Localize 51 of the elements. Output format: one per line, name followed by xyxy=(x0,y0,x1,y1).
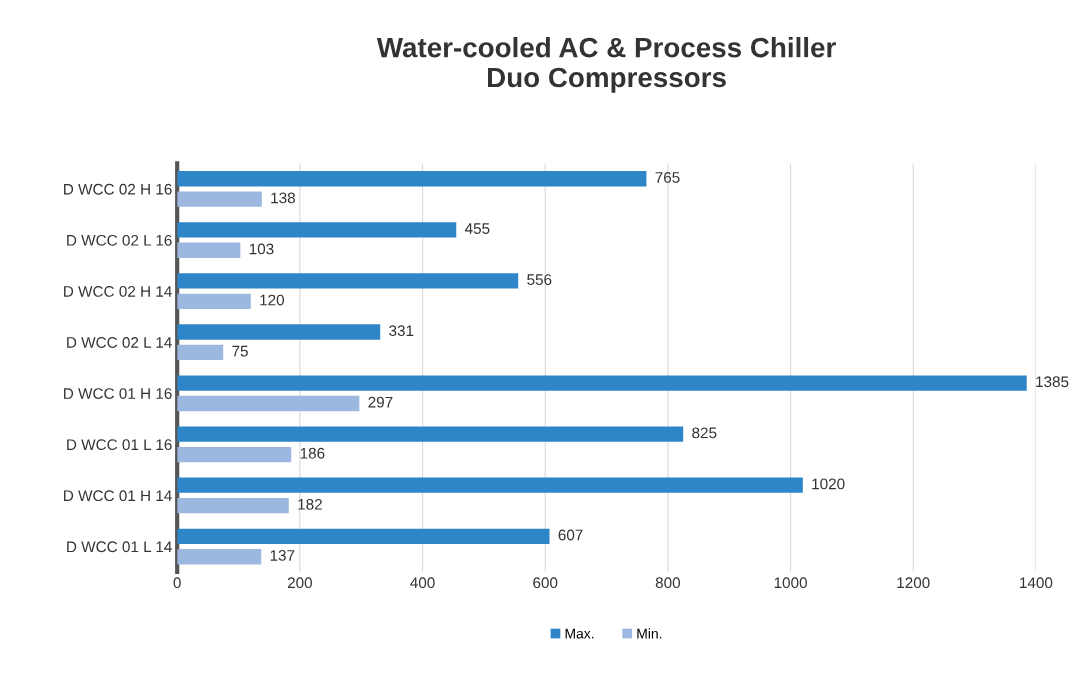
bar xyxy=(177,528,550,544)
x-tick-label: 1200 xyxy=(897,577,930,589)
bar xyxy=(177,497,289,514)
bar xyxy=(177,324,381,340)
bar xyxy=(177,222,457,238)
data-label: 297 xyxy=(368,396,393,408)
chart-title: Water-cooled AC & Process Chiller Duo Compressors xyxy=(376,37,836,93)
x-tick-label: 200 xyxy=(287,577,313,589)
legend-label: Min. xyxy=(637,628,662,639)
y-tick-label: D WCC 01 L 14 xyxy=(67,541,172,553)
y-tick-label: D WCC 02 L 16 xyxy=(67,234,172,246)
data-label: 455 xyxy=(464,223,490,234)
bar xyxy=(177,446,292,463)
y-tick-label: D WCC 02 H 16 xyxy=(64,183,172,195)
data-label: 120 xyxy=(260,294,285,306)
bar xyxy=(177,549,262,565)
x-tick-label: 800 xyxy=(655,577,681,589)
data-label: 182 xyxy=(298,498,322,510)
bar xyxy=(177,426,684,442)
legend-label: Max. xyxy=(565,628,594,639)
y-tick-label: D WCC 01 H 14 xyxy=(64,490,172,502)
bar xyxy=(177,293,251,309)
data-label: 1385 xyxy=(1036,376,1069,388)
data-label: 556 xyxy=(527,274,552,286)
x-tick-label: 400 xyxy=(410,577,435,589)
x-tick-label: 600 xyxy=(533,577,558,589)
bar xyxy=(177,344,224,361)
x-tick-label: 1400 xyxy=(1020,577,1053,589)
bar xyxy=(177,242,241,258)
data-label: 138 xyxy=(271,192,295,204)
data-label: 1020 xyxy=(812,478,845,490)
y-tick-label: D WCC 01 H 16 xyxy=(64,388,172,399)
x-tick-label: 0 xyxy=(173,577,181,589)
bar xyxy=(177,191,262,207)
data-label: 75 xyxy=(232,345,248,357)
y-tick-label: D WCC 01 L 16 xyxy=(67,439,172,451)
bar xyxy=(177,375,1027,391)
data-label: 607 xyxy=(558,529,583,541)
data-label: 331 xyxy=(389,325,414,337)
y-tick-label: D WCC 02 L 14 xyxy=(67,337,172,348)
data-label: 103 xyxy=(249,243,274,255)
bar xyxy=(177,477,803,493)
y-tick-label: D WCC 02 H 14 xyxy=(64,286,172,297)
bar xyxy=(177,273,519,289)
data-label: 825 xyxy=(692,427,717,439)
data-label: 137 xyxy=(270,550,295,561)
data-label: 186 xyxy=(300,447,325,459)
data-label: 765 xyxy=(655,172,680,183)
bar xyxy=(177,395,360,412)
bar xyxy=(177,171,647,187)
x-tick-label: 1000 xyxy=(774,577,807,589)
